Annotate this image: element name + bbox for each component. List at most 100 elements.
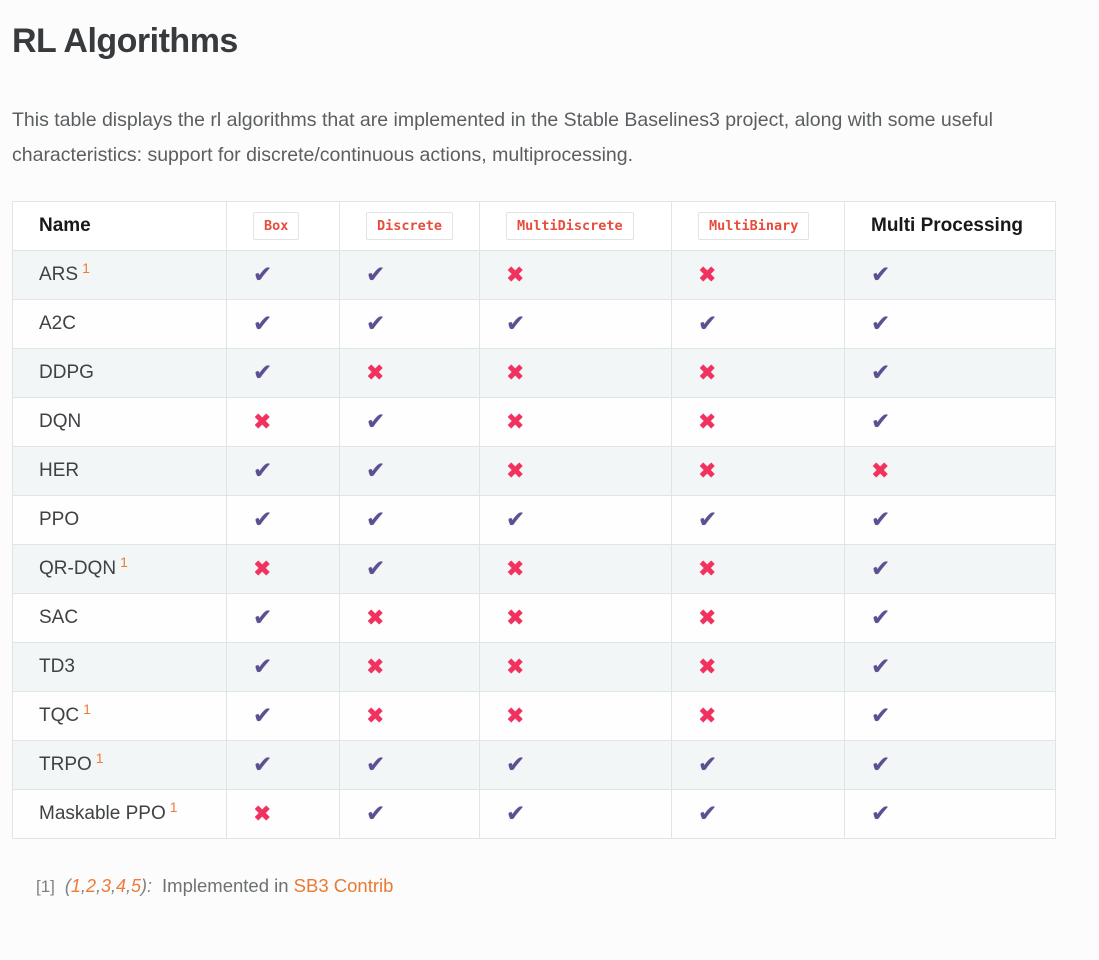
- support-cell: ✖: [339, 348, 480, 399]
- check-icon: ✔: [698, 751, 718, 778]
- footnote-separator: ,: [110, 876, 116, 897]
- support-cell: ✖: [479, 593, 672, 644]
- algorithm-name-cell: A2C: [12, 299, 227, 350]
- support-cell: ✔: [339, 740, 480, 791]
- footnote-backref-link[interactable]: 5: [131, 876, 142, 897]
- support-cell: ✔: [226, 495, 340, 546]
- cross-icon: ✖: [698, 457, 717, 483]
- footnote-backref-link[interactable]: 1: [70, 876, 81, 897]
- support-cell: ✔: [671, 740, 845, 791]
- footnote-separator: ,: [80, 876, 86, 897]
- check-icon: ✔: [366, 310, 386, 337]
- table-header: Name Box Discrete MultiDiscrete MultiBinary M…: [12, 201, 1056, 252]
- check-icon: ✔: [253, 506, 273, 533]
- footnote-backref-link[interactable]: 2: [85, 876, 96, 897]
- support-cell: ✖: [226, 789, 340, 840]
- support-cell: ✖: [479, 348, 672, 399]
- algorithm-name: DDPG: [39, 362, 94, 384]
- table-row: DDPG ✔ ✖ ✖ ✖ ✔: [12, 348, 1056, 399]
- footnote-ref-link[interactable]: 1: [120, 554, 128, 571]
- check-icon: ✔: [366, 555, 386, 582]
- column-header-box: Box: [226, 201, 340, 252]
- algorithm-name-cell: PPO: [12, 495, 227, 546]
- support-cell: ✖: [226, 544, 340, 595]
- footnote-ref-link[interactable]: 1: [82, 260, 90, 277]
- support-cell: ✔: [226, 691, 340, 742]
- support-cell: ✖: [671, 642, 845, 693]
- support-cell: ✔: [844, 789, 1056, 840]
- page-content: RL Algorithms This table displays the rl…: [12, 22, 1087, 897]
- algorithm-name-cell: DQN: [12, 397, 227, 448]
- cross-icon: ✖: [366, 604, 385, 630]
- support-cell: ✔: [844, 593, 1056, 644]
- support-cell: ✖: [479, 446, 672, 497]
- check-icon: ✔: [871, 310, 891, 337]
- cross-icon: ✖: [698, 359, 717, 385]
- code-badge: MultiBinary: [698, 212, 810, 241]
- footnote-backref-link[interactable]: 3: [100, 876, 111, 897]
- support-cell: ✔: [226, 740, 340, 791]
- support-cell: ✔: [844, 299, 1056, 350]
- footnote-separator: ,: [95, 876, 101, 897]
- check-icon: ✔: [871, 261, 891, 288]
- algorithm-name: TD3: [39, 656, 75, 678]
- footnote-paren-close: ):: [141, 876, 153, 897]
- table-header-row: Name Box Discrete MultiDiscrete MultiBinary M…: [12, 201, 1056, 252]
- footnote-text: Implemented in: [162, 875, 289, 897]
- footnote-backref-link[interactable]: 4: [116, 876, 127, 897]
- check-icon: ✔: [253, 359, 273, 386]
- check-icon: ✔: [698, 800, 718, 827]
- footnote-ref-link[interactable]: 1: [169, 799, 178, 816]
- support-cell: ✔: [226, 446, 340, 497]
- cross-icon: ✖: [698, 261, 717, 287]
- cross-icon: ✖: [506, 653, 525, 679]
- algorithm-name: ARS: [39, 264, 79, 286]
- column-header-multibinary: MultiBinary: [671, 201, 845, 252]
- footnote-ref-link[interactable]: 1: [83, 701, 91, 718]
- support-cell: ✖: [671, 544, 845, 595]
- check-icon: ✔: [366, 506, 386, 533]
- algorithm-name: HER: [39, 460, 80, 482]
- support-cell: ✖: [339, 642, 480, 693]
- check-icon: ✔: [366, 751, 386, 778]
- algorithm-name: TRPO: [39, 754, 92, 776]
- column-header-multi-processing: Multi Processing: [844, 201, 1056, 252]
- algorithm-name: A2C: [39, 313, 76, 335]
- support-cell: ✖: [339, 593, 480, 644]
- algorithm-name-cell: TD3: [12, 642, 227, 693]
- support-cell: ✔: [339, 299, 480, 350]
- support-cell: ✔: [226, 348, 340, 399]
- table-row: QR-DQN 1 ✖ ✔ ✖ ✖ ✔: [12, 544, 1056, 595]
- algorithm-name-cell: ARS 1: [12, 250, 227, 301]
- support-cell: ✔: [226, 642, 340, 693]
- support-cell: ✔: [844, 348, 1056, 399]
- footnote-paren-open: (: [64, 876, 71, 897]
- support-cell: ✔: [339, 495, 480, 546]
- footnote-backrefs: (1,2,3,4,5):: [65, 876, 152, 896]
- cross-icon: ✖: [506, 457, 525, 483]
- support-cell: ✔: [226, 299, 340, 350]
- footnote-ref-link[interactable]: 1: [95, 750, 104, 767]
- check-icon: ✔: [871, 555, 891, 582]
- support-cell: ✔: [479, 495, 672, 546]
- table-row: HER ✔ ✔ ✖ ✖ ✖: [12, 446, 1056, 497]
- support-cell: ✔: [671, 299, 845, 350]
- support-cell: ✔: [844, 740, 1056, 791]
- code-badge: MultiDiscrete: [506, 212, 634, 241]
- support-cell: ✔: [226, 593, 340, 644]
- check-icon: ✔: [366, 457, 386, 484]
- page-title: RL Algorithms: [12, 22, 238, 60]
- column-header-multidiscrete: MultiDiscrete: [479, 201, 672, 252]
- cross-icon: ✖: [253, 408, 272, 434]
- check-icon: ✔: [253, 457, 273, 484]
- check-icon: ✔: [366, 800, 386, 827]
- table-row: PPO ✔ ✔ ✔ ✔ ✔: [12, 495, 1056, 546]
- support-cell: ✔: [479, 299, 672, 350]
- cross-icon: ✖: [698, 604, 717, 630]
- code-badge: Discrete: [366, 212, 454, 241]
- cross-icon: ✖: [871, 457, 890, 483]
- check-icon: ✔: [698, 310, 718, 337]
- cross-icon: ✖: [506, 702, 525, 728]
- footnote: [1] (1,2,3,4,5): Implemented in SB3 Contri…: [36, 875, 1087, 897]
- sb3-contrib-link[interactable]: SB3 Contrib: [293, 875, 394, 897]
